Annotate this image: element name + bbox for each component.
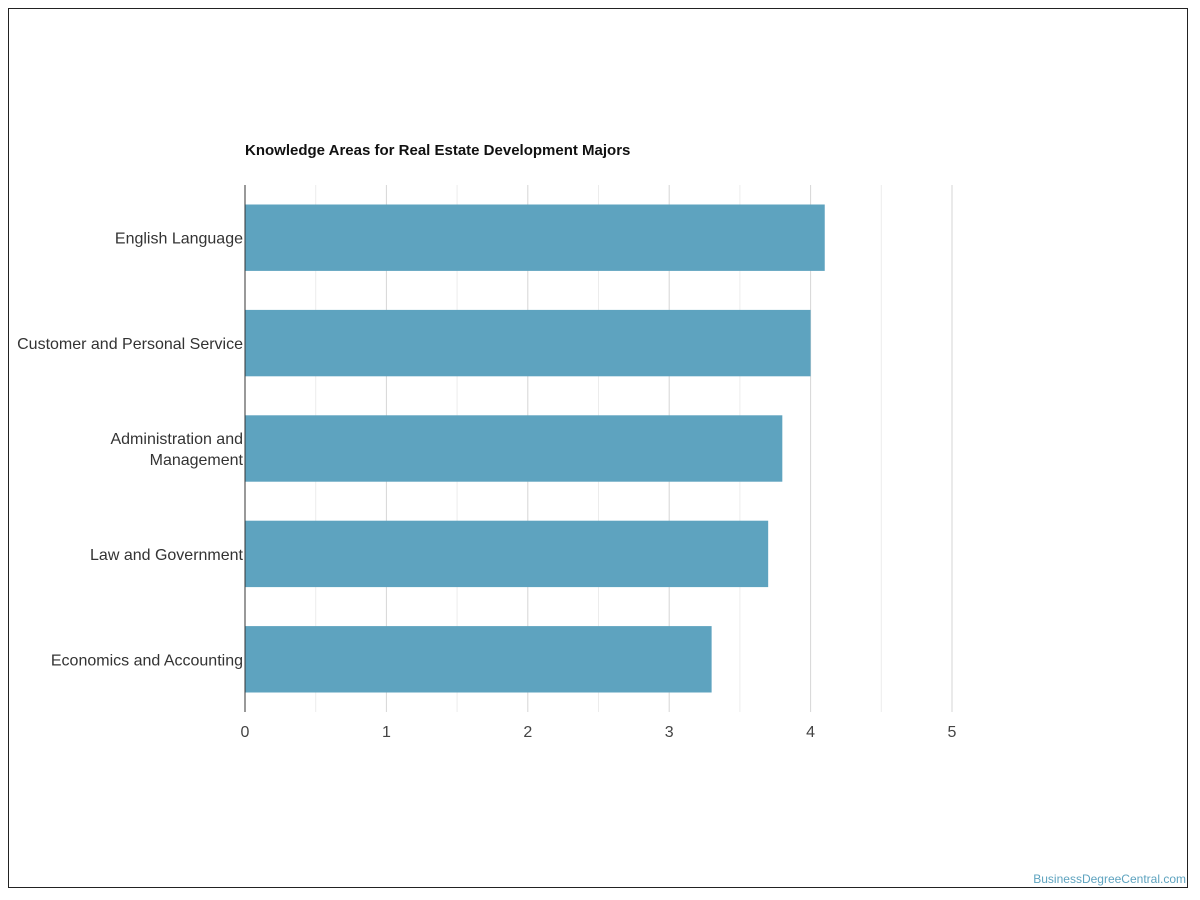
category-label: Customer and Personal Service bbox=[17, 336, 243, 353]
x-tick-label: 5 bbox=[948, 724, 957, 741]
x-tick-label: 1 bbox=[382, 724, 391, 741]
x-tick-label: 0 bbox=[241, 724, 250, 741]
category-label: Law and Government bbox=[90, 547, 244, 564]
chart-title: Knowledge Areas for Real Estate Developm… bbox=[245, 142, 631, 159]
x-tick-label: 4 bbox=[806, 724, 815, 741]
bar bbox=[245, 204, 825, 271]
category-label: Economics and Accounting bbox=[51, 652, 243, 669]
x-tick-label: 3 bbox=[665, 724, 674, 741]
bar bbox=[245, 626, 712, 693]
x-tick-label: 2 bbox=[523, 724, 532, 741]
category-label: English Language bbox=[115, 231, 243, 248]
watermark-text: BusinessDegreeCentral.com bbox=[1033, 872, 1186, 886]
bar bbox=[245, 520, 769, 588]
bar bbox=[245, 415, 783, 482]
category-label: Administration and Management bbox=[110, 431, 243, 469]
bar bbox=[245, 309, 811, 377]
